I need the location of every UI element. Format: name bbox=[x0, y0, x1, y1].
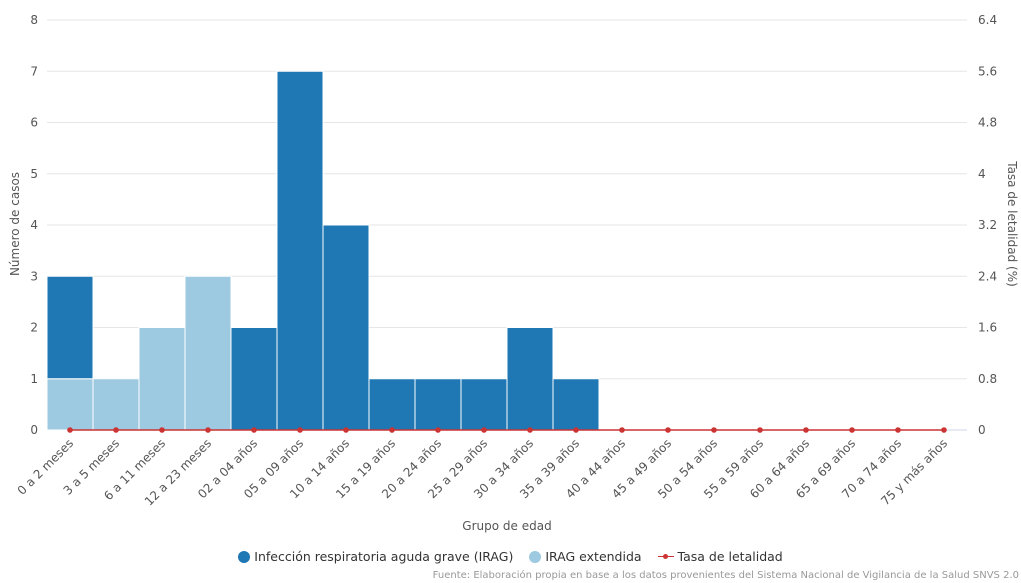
y-tick-label: 4 bbox=[30, 218, 38, 232]
y-tick-label: 1 bbox=[30, 372, 38, 386]
fatality-rate-point[interactable] bbox=[941, 427, 947, 433]
y2-tick-label: 2.4 bbox=[978, 269, 997, 283]
fatality-rate-point[interactable] bbox=[481, 427, 487, 433]
y-tick-label: 5 bbox=[30, 167, 38, 181]
fatality-rate-point[interactable] bbox=[665, 427, 671, 433]
fatality-rate-point[interactable] bbox=[435, 427, 441, 433]
bar-segment[interactable] bbox=[92, 378, 140, 431]
fatality-rate-point[interactable] bbox=[389, 427, 395, 433]
fatality-rate-point[interactable] bbox=[619, 427, 625, 433]
y2-tick-label: 4.8 bbox=[978, 116, 997, 130]
bar-segment[interactable] bbox=[552, 378, 600, 431]
y-tick-label: 2 bbox=[30, 321, 38, 335]
fatality-rate-point[interactable] bbox=[251, 427, 257, 433]
bar-segment[interactable] bbox=[460, 378, 508, 431]
x-axis-title: Grupo de edad bbox=[462, 519, 551, 533]
bar-segment[interactable] bbox=[184, 275, 232, 431]
legend-item-irag[interactable]: Infección respiratoria aguda grave (IRAG… bbox=[238, 549, 513, 564]
legend-label-irag-extendida: IRAG extendida bbox=[545, 549, 642, 564]
y-tick-label: 3 bbox=[30, 269, 38, 283]
y2-axis-ticks: 0 0.8 1.6 2.4 3.2 4 4.8 5.6 6.4 bbox=[978, 13, 997, 437]
fatality-rate-point[interactable] bbox=[297, 427, 303, 433]
legend-swatch-irag-extendida bbox=[529, 550, 542, 563]
bar-segment[interactable] bbox=[230, 327, 278, 431]
fatality-rate-point[interactable] bbox=[343, 427, 349, 433]
source-note: Fuente: Elaboración propia en base a los… bbox=[432, 570, 1019, 581]
fatality-rate-point[interactable] bbox=[757, 427, 763, 433]
y2-tick-label: 4 bbox=[978, 167, 986, 181]
fatality-rate-point[interactable] bbox=[159, 427, 165, 433]
fatality-rate-point[interactable] bbox=[113, 427, 119, 433]
fatality-rate-point[interactable] bbox=[205, 427, 211, 433]
bar-segment[interactable] bbox=[506, 327, 554, 431]
bar-segment[interactable] bbox=[322, 224, 370, 431]
legend-swatch-tasa-letalidad bbox=[657, 551, 674, 563]
bar-segment[interactable] bbox=[414, 378, 462, 431]
legend-label-irag: Infección respiratoria aguda grave (IRAG… bbox=[254, 549, 514, 564]
legend-label-tasa-letalidad: Tasa de letalidad bbox=[677, 549, 783, 564]
fatality-rate-point[interactable] bbox=[803, 427, 809, 433]
bar-segment[interactable] bbox=[368, 378, 416, 431]
fatality-rate-point[interactable] bbox=[527, 427, 533, 433]
bars bbox=[46, 70, 600, 431]
fatality-rate-point[interactable] bbox=[67, 427, 73, 433]
y-tick-label: 8 bbox=[30, 13, 38, 27]
legend-item-tasa-letalidad[interactable]: Tasa de letalidad bbox=[657, 549, 783, 564]
fatality-rate-point[interactable] bbox=[849, 427, 855, 433]
y2-tick-label: 1.6 bbox=[978, 321, 997, 335]
fatality-rate-line bbox=[67, 427, 947, 433]
fatality-rate-point[interactable] bbox=[895, 427, 901, 433]
legend: Infección respiratoria aguda grave (IRAG… bbox=[0, 549, 1021, 566]
y2-tick-label: 0.8 bbox=[978, 372, 997, 386]
y-tick-label: 7 bbox=[30, 64, 38, 78]
y2-tick-label: 5.6 bbox=[978, 64, 997, 78]
legend-item-irag-extendida[interactable]: IRAG extendida bbox=[529, 549, 642, 564]
bar-segment[interactable] bbox=[138, 327, 186, 431]
y-tick-label: 6 bbox=[30, 116, 38, 130]
fatality-rate-point[interactable] bbox=[711, 427, 717, 433]
y-axis-ticks: 0 1 2 3 4 5 6 7 8 bbox=[30, 13, 38, 437]
y2-tick-label: 0 bbox=[978, 423, 986, 437]
bar-segment[interactable] bbox=[276, 70, 324, 431]
y2-axis-title: Tasa de letalidad (%) bbox=[1005, 160, 1019, 287]
y-axis-title: Número de casos bbox=[8, 172, 22, 276]
bar-segment[interactable] bbox=[46, 275, 94, 380]
legend-swatch-irag bbox=[238, 550, 251, 563]
y2-tick-label: 6.4 bbox=[978, 13, 997, 27]
bar-segment[interactable] bbox=[46, 378, 94, 431]
y-tick-label: 0 bbox=[30, 423, 38, 437]
y2-tick-label: 3.2 bbox=[978, 218, 997, 232]
fatality-rate-point[interactable] bbox=[573, 427, 579, 433]
